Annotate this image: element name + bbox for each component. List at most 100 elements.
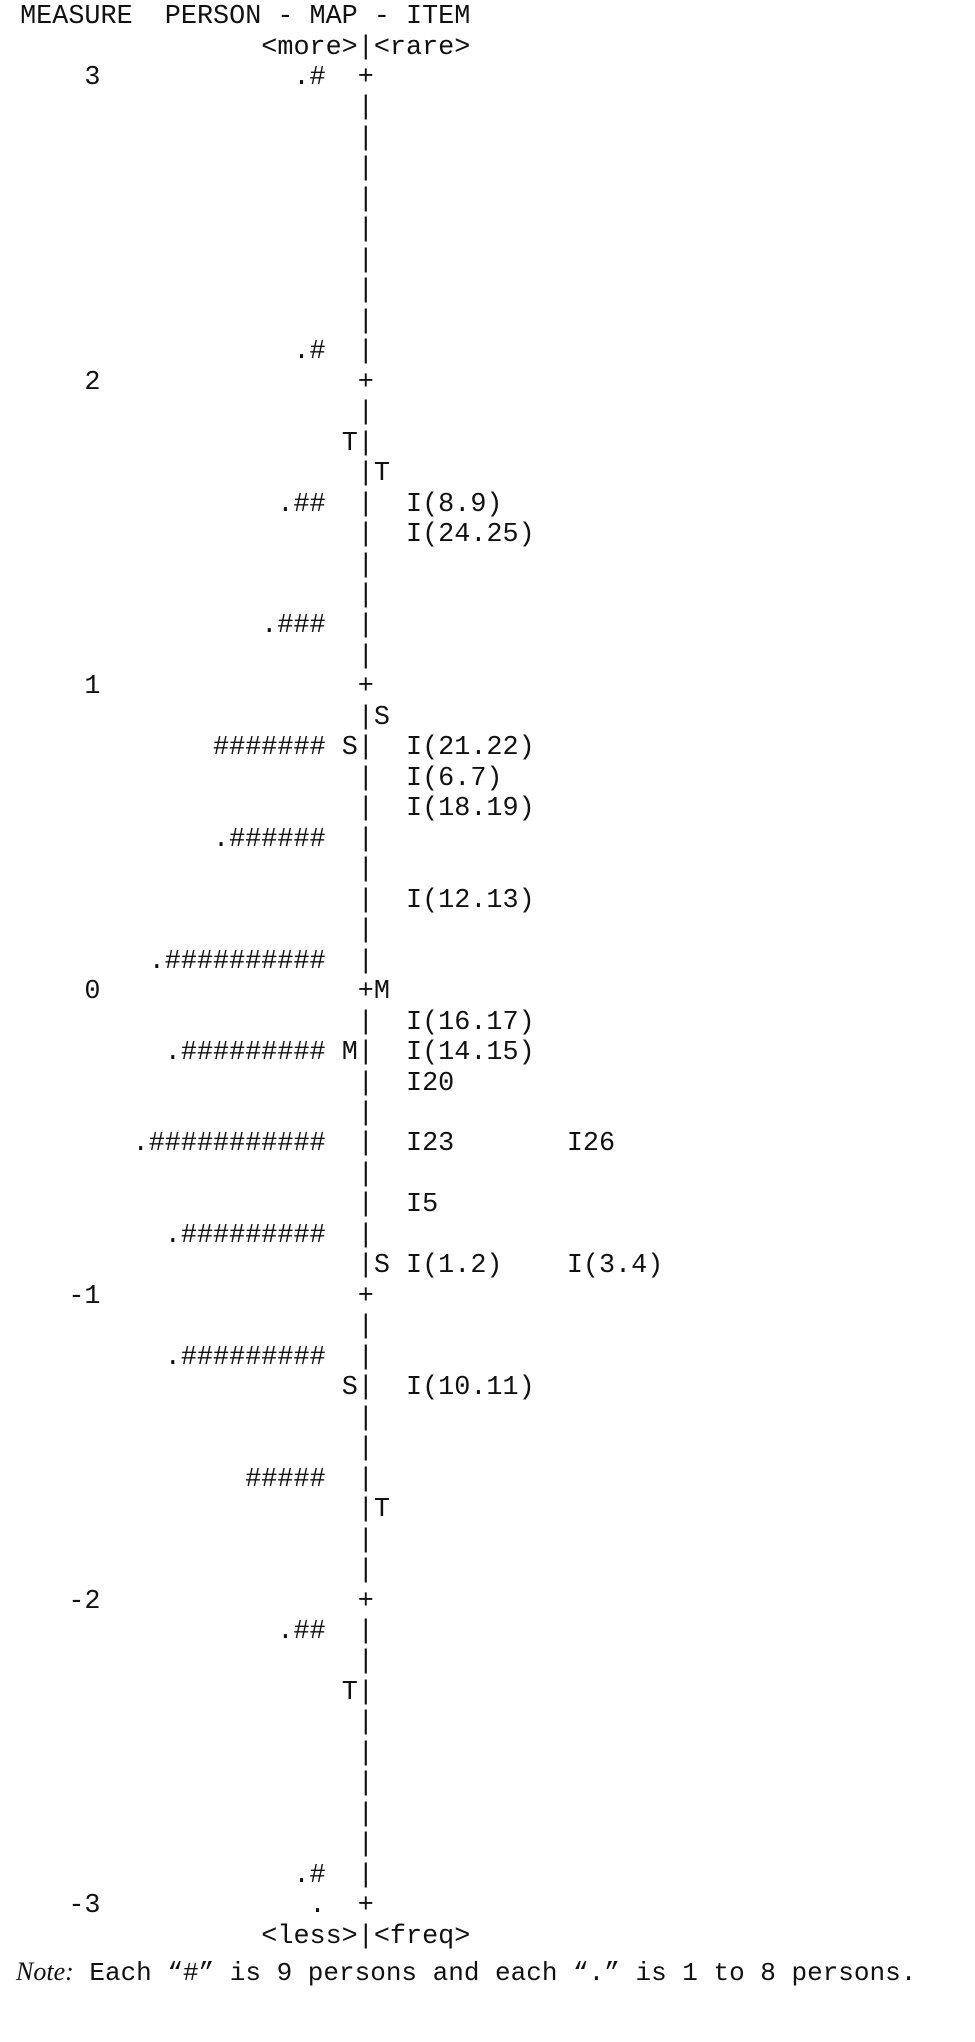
- map-row: | I(12.13): [4, 886, 964, 916]
- axis-line: |: [357, 1738, 374, 1769]
- item-label: I5: [406, 1190, 439, 1221]
- item-stat-marker: T: [373, 459, 390, 490]
- measure-tick-label: 3: [84, 63, 101, 93]
- map-row: S | I(10.11): [4, 1373, 964, 1403]
- person-stat-marker: S: [341, 733, 358, 764]
- axis-line: |: [357, 702, 374, 733]
- map-row: | I(16.17): [4, 1008, 964, 1038]
- note-label: Note:: [16, 1957, 74, 1986]
- item-label: I(24.25): [406, 520, 535, 551]
- axis-line: |: [357, 611, 374, 642]
- item-stat-marker: S: [373, 702, 390, 733]
- axis-line: |: [357, 306, 374, 337]
- freq-label: <freq>: [373, 1922, 471, 1952]
- person-distribution: .#########: [164, 1038, 326, 1069]
- axis-line: |: [357, 1159, 374, 1190]
- map-row: .###### |: [4, 825, 964, 855]
- axis-line: |: [357, 276, 374, 307]
- map-row: |: [4, 581, 964, 611]
- axis-line: |: [357, 794, 374, 825]
- axis-line: |: [357, 1038, 374, 1069]
- person-distribution: .##: [277, 1616, 326, 1647]
- map-row: |: [4, 1708, 964, 1738]
- axis-line: |: [357, 1769, 374, 1800]
- axis-line: |: [357, 1464, 374, 1495]
- axis-line: |: [357, 520, 374, 551]
- axis-line: |: [357, 1190, 374, 1221]
- axis-line: |: [357, 398, 374, 429]
- axis-line: |: [357, 1312, 374, 1343]
- axis-line: |: [357, 123, 374, 154]
- axis-line: |: [357, 1677, 374, 1708]
- axis-line: |: [357, 245, 374, 276]
- axis-line: |: [357, 1129, 374, 1160]
- map-row: | T: [4, 459, 964, 489]
- map-row: |: [4, 1739, 964, 1769]
- map-row: | I(18.19): [4, 794, 964, 824]
- map-row: |: [4, 307, 964, 337]
- measure-header: MEASURE: [20, 2, 133, 32]
- axis-line: |: [357, 215, 374, 246]
- map-row: .########### | I23 I26: [4, 1129, 964, 1159]
- more-label: <more>: [261, 32, 358, 63]
- map-row: | T: [4, 1495, 964, 1525]
- measure-tick-label: -1: [68, 1281, 101, 1312]
- person-distribution: .#########: [164, 1220, 326, 1251]
- person-distribution: .: [309, 1891, 326, 1922]
- axis-line: |: [357, 1007, 374, 1038]
- person-distribution: .#: [293, 1860, 326, 1891]
- axis-tick: +: [357, 1586, 374, 1617]
- person-stat-marker: S: [341, 1373, 358, 1404]
- map-row: |: [4, 642, 964, 672]
- item-label: I26: [566, 1129, 616, 1160]
- person-distribution: #####: [245, 1464, 326, 1495]
- map-row: .######### M | I(14.15): [4, 1038, 964, 1068]
- map-row: T |: [4, 429, 964, 459]
- item-label: I(16.17): [406, 1007, 535, 1038]
- map-row: .######### |: [4, 1343, 964, 1373]
- map-row: |: [4, 1556, 964, 1586]
- map-row: ##### |: [4, 1465, 964, 1495]
- axis-line: |: [357, 1799, 374, 1830]
- axis-line: |: [357, 763, 374, 794]
- item-stat-marker: T: [373, 1495, 390, 1526]
- header-line: MEASURE PERSON - MAP - ITEM: [4, 2, 964, 32]
- item-label: I(12.13): [406, 885, 535, 916]
- bottom-axis-labels: <less> | <freq>: [4, 1922, 964, 1952]
- axis-line: |: [357, 1434, 374, 1465]
- person-distribution: .###: [261, 611, 326, 642]
- person-distribution: .##########: [148, 946, 326, 977]
- axis-line: |: [357, 1525, 374, 1556]
- map-title: PERSON - MAP - ITEM: [164, 2, 471, 32]
- map-row: .# |: [4, 1861, 964, 1891]
- measure-tick-label: -3: [68, 1891, 101, 1922]
- map-row: 2 +: [4, 368, 964, 398]
- axis-line: |: [357, 824, 374, 855]
- measure-tick-label: 1: [84, 672, 101, 703]
- map-row: |: [4, 276, 964, 306]
- map-row: T |: [4, 1678, 964, 1708]
- axis-line: |: [357, 1342, 374, 1373]
- map-row: |: [4, 1647, 964, 1677]
- map-row: .# |: [4, 337, 964, 367]
- person-distribution: .######: [213, 824, 326, 855]
- axis-line: |: [357, 1495, 374, 1526]
- map-row: -1 +: [4, 1282, 964, 1312]
- map-row: |: [4, 855, 964, 885]
- map-row: |: [4, 1830, 964, 1860]
- map-row: ####### S | I(21.22): [4, 733, 964, 763]
- person-stat-marker: T: [341, 1677, 358, 1708]
- axis-line: |: [357, 428, 374, 459]
- axis-line: |: [357, 93, 374, 124]
- axis-line: |: [357, 550, 374, 581]
- item-label: I23: [406, 1129, 455, 1160]
- map-row: |: [4, 124, 964, 154]
- top-axis-labels: <more> | <rare>: [4, 33, 964, 63]
- map-row: .########## |: [4, 947, 964, 977]
- axis-line: |: [357, 184, 374, 215]
- axis-line: |: [357, 1220, 374, 1251]
- axis-line: |: [357, 489, 374, 520]
- axis-line: |: [357, 1708, 374, 1739]
- map-row: |: [4, 246, 964, 276]
- map-row: |: [4, 1800, 964, 1830]
